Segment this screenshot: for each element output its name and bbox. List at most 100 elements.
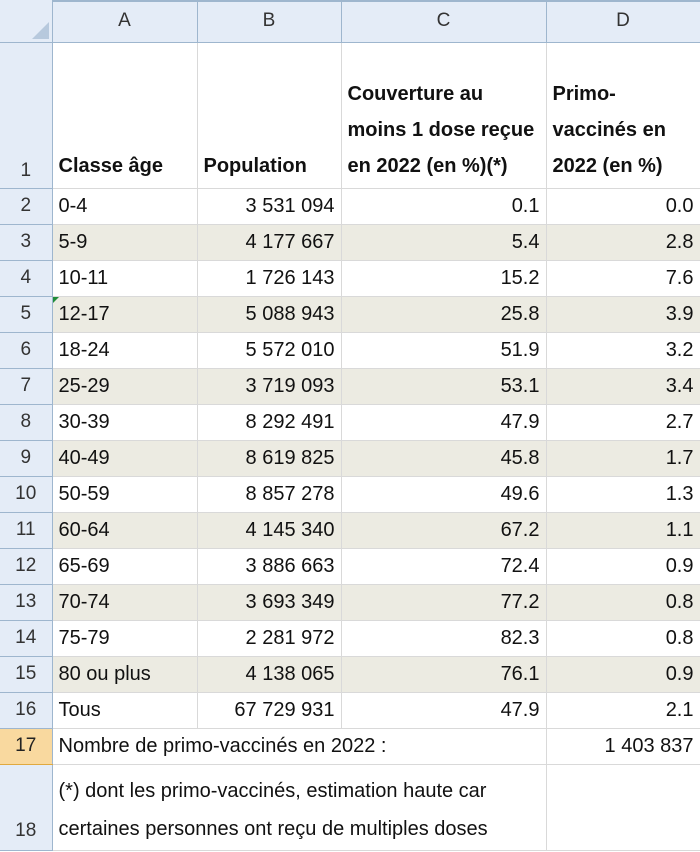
cell-coverage[interactable]: 72.4 [341,548,547,585]
cell-population[interactable]: 3 531 094 [197,188,342,225]
cell-d17-total-value[interactable]: 1 403 837 [546,728,700,765]
cell-a1-age-class[interactable]: Classe âge [52,42,198,189]
cell-coverage[interactable]: 82.3 [341,620,547,657]
row-header[interactable]: 9 [0,440,53,477]
cell-age-class[interactable]: 25-29 [52,368,198,405]
row-header[interactable]: 3 [0,224,53,261]
cell-coverage[interactable]: 25.8 [341,296,547,333]
cell-primo-vaccinated[interactable]: 3.4 [546,368,700,405]
cell-population[interactable]: 4 177 667 [197,224,342,261]
cell-population[interactable]: 4 138 065 [197,656,342,693]
cell-primo-vaccinated[interactable]: 2.8 [546,224,700,261]
row-header[interactable]: 14 [0,620,53,657]
table-row: 13 70-74 3 693 349 77.2 0.8 [0,584,700,621]
row-header[interactable]: 11 [0,512,53,549]
row-header[interactable]: 12 [0,548,53,585]
row-header[interactable]: 8 [0,404,53,441]
row-header-17[interactable]: 17 [0,728,53,765]
row-header-18[interactable]: 18 [0,764,53,851]
cell-population[interactable]: 3 719 093 [197,368,342,405]
cell-primo-vaccinated[interactable]: 0.8 [546,620,700,657]
cell-primo-vaccinated[interactable]: 0.9 [546,548,700,585]
cell-age-class[interactable]: 75-79 [52,620,198,657]
row-header[interactable]: 5 [0,296,53,333]
cell-b1-population[interactable]: Population [197,42,342,189]
cell-primo-vaccinated[interactable]: 7.6 [546,260,700,297]
table-row: 10 50-59 8 857 278 49.6 1.3 [0,476,700,513]
row-header[interactable]: 2 [0,188,53,225]
row-header[interactable]: 4 [0,260,53,297]
cell-coverage[interactable]: 76.1 [341,656,547,693]
cell-age-class[interactable]: 18-24 [52,332,198,369]
cell-coverage[interactable]: 45.8 [341,440,547,477]
cell-primo-vaccinated[interactable]: 3.2 [546,332,700,369]
column-header-d[interactable]: D [546,0,700,43]
table-row: 5 12-17 5 088 943 25.8 3.9 [0,296,700,333]
cell-population[interactable]: 8 292 491 [197,404,342,441]
table-row: 6 18-24 5 572 010 51.9 3.2 [0,332,700,369]
cell-primo-vaccinated[interactable]: 1.7 [546,440,700,477]
cell-population[interactable]: 5 572 010 [197,332,342,369]
cell-primo-vaccinated[interactable]: 0.8 [546,584,700,621]
cell-population[interactable]: 1 726 143 [197,260,342,297]
cell-population[interactable]: 8 619 825 [197,440,342,477]
cell-age-class[interactable]: 12-17 [52,296,198,333]
cell-primo-vaccinated[interactable]: 1.3 [546,476,700,513]
cell-age-class[interactable]: 5-9 [52,224,198,261]
cell-c1-coverage[interactable]: Couverture au moins 1 dose reçue en 2022… [341,42,547,189]
cell-primo-vaccinated[interactable]: 1.1 [546,512,700,549]
column-header-a[interactable]: A [52,0,198,43]
cell-coverage[interactable]: 47.9 [341,692,547,729]
cell-a17-total-label[interactable]: Nombre de primo-vaccinés en 2022 : [52,728,547,765]
cell-coverage[interactable]: 77.2 [341,584,547,621]
cell-coverage[interactable]: 51.9 [341,332,547,369]
summary-row: 17 Nombre de primo-vaccinés en 2022 :1 40… [0,728,700,765]
cell-population[interactable]: 2 281 972 [197,620,342,657]
table-row: 11 60-64 4 145 340 67.2 1.1 [0,512,700,549]
cell-primo-vaccinated[interactable]: 3.9 [546,296,700,333]
cell-coverage[interactable]: 15.2 [341,260,547,297]
row-header[interactable]: 6 [0,332,53,369]
cell-age-class[interactable]: 70-74 [52,584,198,621]
cell-age-class[interactable]: 0-4 [52,188,198,225]
cell-coverage[interactable]: 67.2 [341,512,547,549]
cell-population[interactable]: 4 145 340 [197,512,342,549]
cell-population[interactable]: 67 729 931 [197,692,342,729]
column-header-b[interactable]: B [197,0,342,43]
cell-primo-vaccinated[interactable]: 2.1 [546,692,700,729]
cell-age-class[interactable]: 80 ou plus [52,656,198,693]
row-header[interactable]: 15 [0,656,53,693]
cell-d18-empty[interactable] [546,764,700,851]
cell-coverage[interactable]: 49.6 [341,476,547,513]
cell-population[interactable]: 8 857 278 [197,476,342,513]
table-row: 7 25-29 3 719 093 53.1 3.4 [0,368,700,405]
cell-age-class[interactable]: Tous [52,692,198,729]
cell-primo-vaccinated[interactable]: 2.7 [546,404,700,441]
row-header-1[interactable]: 1 [0,42,53,189]
cell-a18-footnote[interactable]: (*) dont les primo-vaccinés, estimation … [52,764,547,851]
cell-primo-vaccinated[interactable]: 0.0 [546,188,700,225]
row-header[interactable]: 16 [0,692,53,729]
cell-population[interactable]: 3 886 663 [197,548,342,585]
cell-d1-primo-vaccinated[interactable]: Primo-vaccinés en 2022 (en %) [546,42,700,189]
row-header[interactable]: 13 [0,584,53,621]
select-all-corner[interactable] [0,0,53,43]
cell-age-class[interactable]: 10-11 [52,260,198,297]
cell-age-class[interactable]: 30-39 [52,404,198,441]
cell-age-class[interactable]: 60-64 [52,512,198,549]
cell-coverage[interactable]: 47.9 [341,404,547,441]
cell-coverage[interactable]: 5.4 [341,224,547,261]
cell-population[interactable]: 5 088 943 [197,296,342,333]
column-header-c[interactable]: C [341,0,547,43]
cell-age-class[interactable]: 40-49 [52,440,198,477]
table-row: 8 30-39 8 292 491 47.9 2.7 [0,404,700,441]
row-header[interactable]: 7 [0,368,53,405]
row-header[interactable]: 10 [0,476,53,513]
cell-coverage[interactable]: 0.1 [341,188,547,225]
cell-population[interactable]: 3 693 349 [197,584,342,621]
cell-primo-vaccinated[interactable]: 0.9 [546,656,700,693]
cell-coverage[interactable]: 53.1 [341,368,547,405]
cell-age-class[interactable]: 50-59 [52,476,198,513]
table-row: 4 10-11 1 726 143 15.2 7.6 [0,260,700,297]
cell-age-class[interactable]: 65-69 [52,548,198,585]
